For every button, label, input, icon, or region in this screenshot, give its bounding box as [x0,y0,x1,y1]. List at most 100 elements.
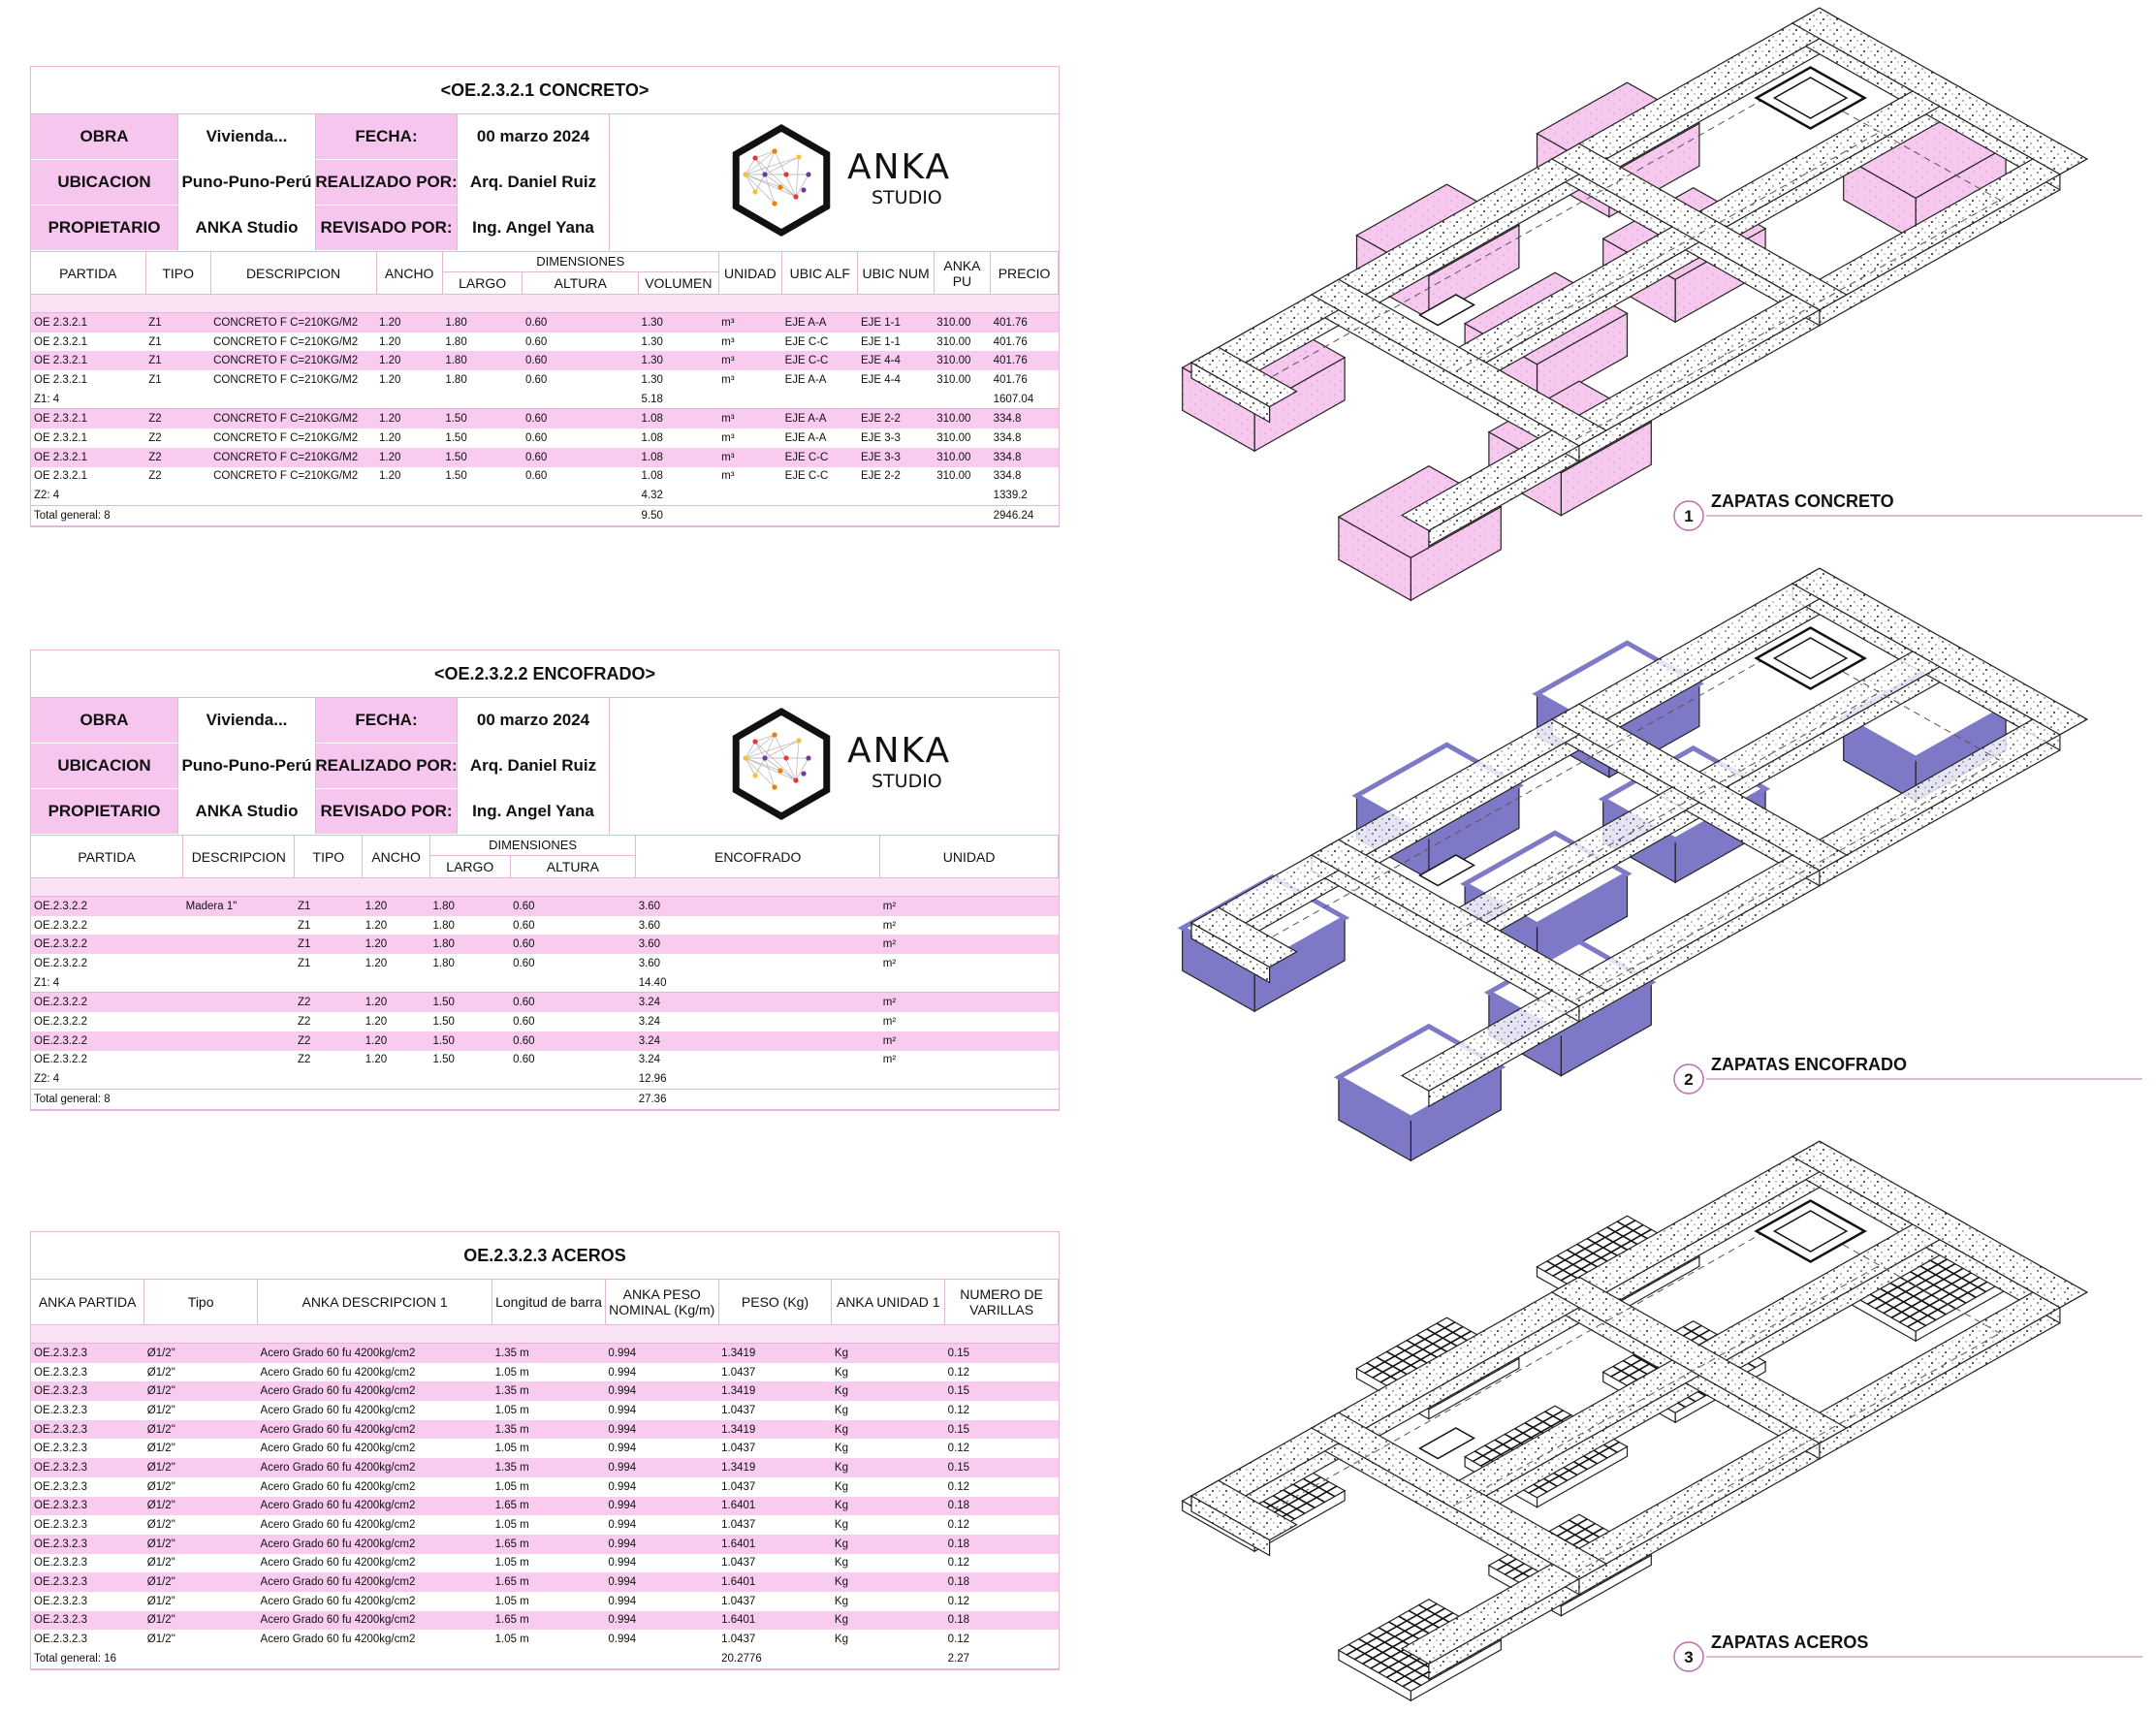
cell: Kg [834,1443,848,1455]
cell: OE.2.3.2.3 [34,1519,87,1532]
cell: OE.2.3.2.3 [34,1480,87,1493]
cell [362,972,430,994]
data-row: OE.2.3.2.3 Ø1/2" Acero Grado 60 fu 4200kg/… [31,1630,1059,1649]
cell: Ø1/2" [143,1343,258,1363]
cell: 1.20 [376,351,443,371]
beam-top [1310,278,1608,447]
cell: Z1 [148,335,162,348]
cell: Kg [831,1419,945,1440]
logo-link [745,174,797,198]
data-row: OE.2.3.2.3 Ø1/2" Acero Grado 60 fu 4200kg/… [31,1554,1059,1573]
cell: 0.994 [605,1496,719,1516]
cell: 310.00 [936,431,971,444]
table-body: OE.2.3.2.3 Ø1/2" Acero Grado 60 fu 4200kg/… [31,1324,1059,1669]
cell [857,486,935,506]
rebar [1346,1602,1438,1656]
cell: m² [882,957,897,969]
cell: 0.994 [608,1480,637,1493]
cell: 27.36 [635,1089,880,1110]
cell: 1.65 m [491,1534,606,1554]
header-row: LARGO ALTURA VOLUMEN [31,271,1059,295]
logo: ANKA STUDIO [610,114,1059,251]
cell: 1.0437 [721,1404,756,1416]
cell: Z2 [294,992,363,1013]
info-value: Ing. Angel Yana [458,206,610,251]
logo-node [752,189,758,195]
cell: CONCRETO F C=210KG/M2 [213,335,359,348]
subtotal-row: Z1: 4 5.18 1607.04 [31,389,1059,410]
cell: m³ [721,335,735,348]
cell: Ø1/2" [143,1419,258,1440]
cell [182,1031,295,1051]
total-row: Total general: 16 20.2776 2.27 [31,1649,1059,1669]
schedule: OE.2.3.2.3 ACEROS ANKA PARTIDA Tipo ANKA DE… [30,1231,1060,1670]
cell [376,505,443,526]
column-header: NUMERO DE VARILLAS [944,1280,1059,1325]
cell [522,389,639,410]
subtotal-row: Z2: 4 12.96 [31,1069,1059,1090]
hidden-line [1575,1331,2004,1573]
info-label: PROPIETARIO [31,206,178,251]
cell: Ø1/2" [146,1519,175,1532]
cell: 1.05 m [494,1519,529,1532]
cell: Total general: 8 [31,505,146,526]
cell: 310.00 [934,408,991,429]
cell: 310.00 [934,447,991,467]
data-row: OE.2.3.2.2 Z1 1.20 1.80 0.60 3.60 m² [31,935,1059,955]
cell: OE.2.3.2.3 [34,1404,87,1416]
cell: 1.6401 [718,1496,832,1516]
cell: 1.30 [638,351,719,371]
schedule-title: <OE.2.3.2.1 CONCRETO> [31,67,1059,114]
column-header: PARTIDA [31,836,184,878]
beam-top [1310,839,1608,1007]
cell: Acero Grado 60 fu 4200kg/cm2 [257,1572,492,1592]
rebar [1528,1441,1620,1494]
cell [718,389,782,410]
cell: 1.65 m [491,1496,606,1516]
column-header: DESCRIPCION [182,836,296,878]
cell: 1.0437 [721,1557,756,1570]
cell: 401.76 [993,373,1028,386]
cell [857,505,935,526]
logo-link [745,174,781,188]
column-header: UBIC ALF [781,252,859,295]
cell: CONCRETO F C=210KG/M2 [213,373,359,386]
cell: 0.60 [522,312,639,333]
logo-node [752,773,758,778]
logo-node [801,187,807,193]
cell [522,486,639,506]
column-header: ALTURA [510,855,637,878]
cell: EJE 1-1 [857,312,935,333]
cell: 14.40 [635,972,880,994]
beam-top [1550,1276,1849,1444]
cell: 1.20 [379,335,401,348]
cell: 0.60 [513,1015,535,1028]
data-row: OE.2.3.2.2 Z1 1.20 1.80 0.60 3.60 m² [31,916,1059,936]
logo-name: ANKA [847,147,951,187]
cell: 3.60 [638,957,661,969]
cell: Ø1/2" [143,1381,258,1402]
cell: 1.30 [638,312,719,333]
cell: EJE C-C [781,351,858,371]
cell [257,1649,492,1669]
cell: 334.8 [993,470,1022,483]
cell: 3.24 [638,1054,661,1066]
cell: 1.80 [429,935,511,955]
cell: 0.18 [944,1572,1059,1592]
beam-top [1550,703,1849,872]
data-row: OE.2.3.2.3 Ø1/2" Acero Grado 60 fu 4200kg/… [31,1592,1059,1611]
cell [442,486,523,506]
cell: 1.05 m [494,1404,529,1416]
schedule-table: PARTIDA TIPO DESCRIPCION ANCHO DIMENSIONES UN… [31,252,1059,526]
logo-node [743,172,748,177]
logo-node [762,755,768,761]
cell: 334.8 [990,408,1059,429]
cell: 1.30 [641,373,663,386]
data-row: OE.2.3.2.2 Z2 1.20 1.50 0.60 3.24 m² [31,1012,1059,1031]
cell: OE.2.3.2.2 [34,1054,87,1066]
cell: 1.6401 [718,1572,832,1592]
data-row: OE.2.3.2.3 Ø1/2" Acero Grado 60 fu 4200kg/… [31,1610,1059,1631]
info-value: Puno-Puno-Perú [178,744,316,789]
cell: Z2 [297,1054,311,1066]
